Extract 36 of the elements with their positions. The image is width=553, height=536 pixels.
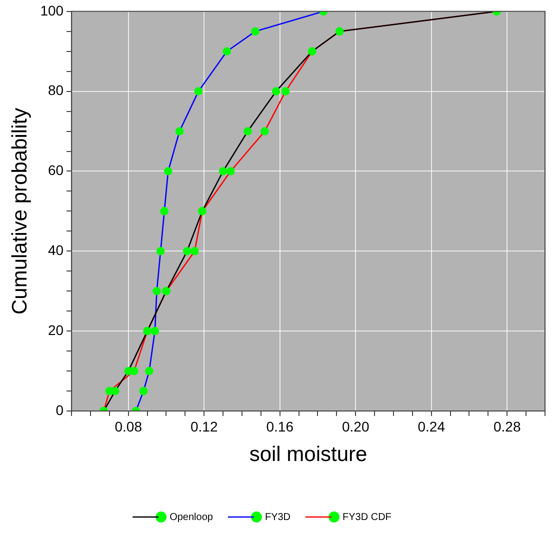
x-axis-title: soil moisture <box>249 443 368 466</box>
point <box>251 27 260 36</box>
point <box>150 326 160 336</box>
y-tick-label: 20 <box>48 322 64 338</box>
point <box>222 47 231 56</box>
point <box>145 366 154 376</box>
y-axis-title: Cumulative probability <box>8 107 32 315</box>
point <box>152 286 161 296</box>
point <box>226 167 235 176</box>
point <box>272 87 280 96</box>
y-tick-label: 80 <box>48 82 64 98</box>
x-tick-label: 0.20 <box>342 418 370 434</box>
x-tick-label: 0.08 <box>114 418 142 434</box>
point <box>160 207 169 216</box>
point <box>156 247 165 256</box>
x-tick-label: 0.24 <box>418 418 446 434</box>
point <box>182 247 192 256</box>
legend-label: Openloop <box>170 512 214 523</box>
legend-label: FY3D <box>264 512 291 523</box>
point <box>175 127 184 136</box>
y-tick-label: 60 <box>48 162 64 178</box>
point <box>244 127 252 136</box>
point <box>194 87 203 96</box>
point <box>260 127 269 136</box>
x-tick-label: 0.28 <box>494 418 521 434</box>
point <box>281 87 290 96</box>
x-tick-label: 0.12 <box>190 418 218 434</box>
y-tick-label: 40 <box>48 242 64 258</box>
point <box>164 167 172 176</box>
y-tick-label: 100 <box>40 2 64 18</box>
point <box>218 167 228 176</box>
point <box>139 386 148 396</box>
point <box>190 247 199 256</box>
y-tick-label: 0 <box>56 402 64 418</box>
legend-label: FY3D CDF <box>342 512 392 523</box>
x-tick-label: 0.16 <box>266 418 294 434</box>
